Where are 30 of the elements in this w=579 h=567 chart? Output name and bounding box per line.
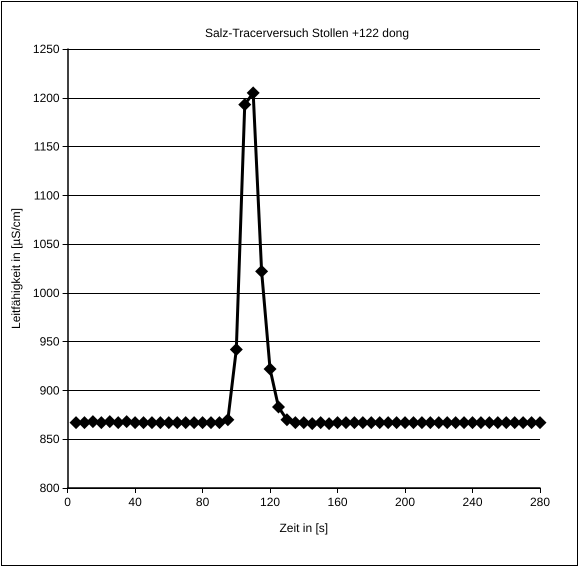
y-tick-label: 800: [40, 481, 60, 495]
point: [255, 264, 268, 278]
x-tick-label: 160: [328, 495, 348, 509]
y-tick-label: 900: [40, 383, 60, 398]
y-tick-label: 1050: [32, 237, 60, 252]
point: [280, 413, 294, 426]
x-tick-label: 280: [530, 495, 550, 509]
y-tick-label: 1100: [34, 188, 60, 202]
y-tick-label: 1000: [32, 286, 60, 300]
x-tick-label: 80: [196, 495, 210, 509]
y-tick-label: 1200: [32, 90, 60, 105]
y-tick-label: 1250: [32, 42, 60, 56]
point: [264, 362, 277, 376]
x-tick-label: 240: [462, 495, 483, 509]
y-tick-label: 1150: [34, 140, 60, 154]
point: [534, 416, 546, 430]
y-tick-label: 850: [40, 432, 60, 446]
y-tick-label: 950: [40, 334, 60, 349]
point: [230, 342, 243, 356]
x-axis-title: Zeit in [s]: [279, 521, 328, 535]
point: [221, 413, 234, 426]
point: [246, 86, 260, 100]
y-axis-title: Leitfähigkeit in [µS/cm]: [9, 208, 23, 329]
x-tick-label: 120: [260, 495, 280, 509]
x-tick-label: 200: [395, 495, 416, 509]
x-tick-label: 0: [64, 495, 72, 509]
chart-title: Salz-Tracerversuch Stollen +122 dong: [205, 26, 409, 40]
point: [272, 400, 285, 414]
x-tick-label: 40: [128, 495, 142, 509]
point: [238, 98, 252, 112]
